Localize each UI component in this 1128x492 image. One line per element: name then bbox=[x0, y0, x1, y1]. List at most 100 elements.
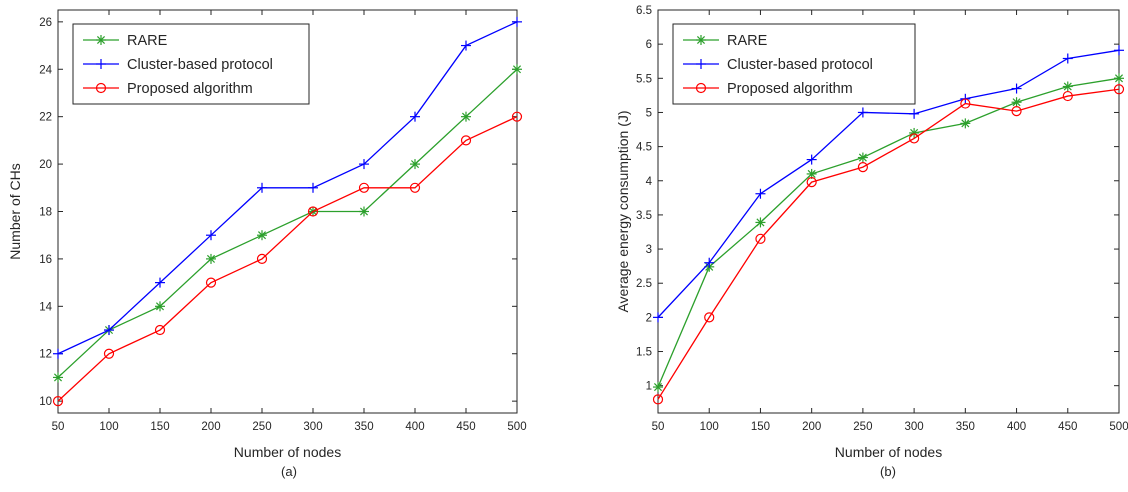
data-point-d2 bbox=[359, 207, 369, 216]
data-point-d2 bbox=[858, 153, 867, 162]
data-point bbox=[104, 325, 114, 336]
x-tick-label: 450 bbox=[456, 421, 475, 433]
panel-caption: (b) bbox=[880, 464, 896, 479]
data-point bbox=[755, 217, 766, 228]
legend-marker bbox=[95, 82, 107, 94]
data-point-d2 bbox=[807, 169, 816, 178]
legend-label: Proposed algorithm bbox=[127, 81, 253, 97]
x-tick-label: 150 bbox=[751, 421, 770, 433]
data-point bbox=[704, 312, 715, 323]
data-point-shape bbox=[409, 182, 421, 193]
legend-entry: Proposed algorithm bbox=[683, 81, 853, 97]
data-point-d2 bbox=[961, 119, 970, 128]
legend-entry: Cluster-based protocol bbox=[683, 57, 873, 73]
data-point-d2 bbox=[53, 373, 63, 382]
legend-label: Cluster-based protocol bbox=[127, 57, 273, 73]
data-point-shape bbox=[1062, 90, 1073, 102]
x-tick-label: 300 bbox=[303, 421, 322, 433]
data-point bbox=[206, 230, 216, 241]
data-point-shape bbox=[857, 162, 868, 173]
y-tick-label: 20 bbox=[39, 159, 52, 171]
data-point-shape bbox=[358, 182, 370, 193]
data-point bbox=[909, 108, 920, 119]
data-point bbox=[960, 98, 971, 109]
data-point-shape bbox=[1113, 84, 1125, 95]
panel-caption: (a) bbox=[281, 464, 297, 479]
data-point bbox=[704, 257, 715, 268]
y-tick-label: 18 bbox=[39, 207, 52, 219]
y-tick-label: 16 bbox=[39, 254, 52, 266]
data-point-shape bbox=[704, 312, 715, 323]
x-tick-label: 500 bbox=[507, 421, 526, 433]
x-tick-label: 150 bbox=[150, 421, 169, 433]
data-point bbox=[755, 233, 766, 244]
legend-marker bbox=[696, 35, 706, 45]
series-line bbox=[57, 68, 518, 378]
y-tick-label: 4.5 bbox=[636, 142, 652, 154]
data-point bbox=[512, 64, 522, 75]
data-point-d2 bbox=[756, 218, 765, 227]
data-point-d2 bbox=[1114, 74, 1124, 83]
y-tick-label: 6.5 bbox=[636, 5, 652, 17]
data-point bbox=[307, 206, 319, 217]
y-axis-label: Average energy consumption (J) bbox=[615, 110, 631, 312]
data-point-shape bbox=[103, 348, 115, 359]
legend-label: RARE bbox=[727, 33, 768, 49]
data-point bbox=[1062, 81, 1073, 92]
y-tick-label: 5.5 bbox=[636, 73, 652, 85]
y-tick-label: 22 bbox=[39, 112, 52, 124]
legend: RARE Cluster-based protocol Proposed algor… bbox=[72, 23, 310, 105]
series-rare bbox=[653, 73, 1124, 393]
data-point bbox=[460, 135, 472, 146]
data-point bbox=[359, 159, 369, 170]
data-point bbox=[652, 394, 664, 405]
data-point bbox=[857, 107, 868, 118]
series-rare bbox=[53, 64, 522, 383]
x-tick-label: 100 bbox=[99, 421, 118, 433]
data-point bbox=[512, 16, 522, 27]
y-tick-label: 5 bbox=[646, 107, 652, 119]
x-tick-label: 50 bbox=[52, 421, 65, 433]
data-point-shape bbox=[1011, 105, 1022, 117]
data-point-shape bbox=[154, 324, 166, 336]
data-point bbox=[960, 118, 971, 129]
y-tick-label: 14 bbox=[39, 301, 52, 313]
legend-marker bbox=[96, 59, 106, 69]
x-axis-label: Number of nodes bbox=[234, 444, 341, 460]
data-point bbox=[857, 152, 868, 163]
data-point-d2 bbox=[1012, 98, 1021, 107]
x-tick-label: 50 bbox=[652, 421, 665, 433]
y-tick-label: 6 bbox=[646, 39, 652, 51]
x-tick-label: 400 bbox=[405, 421, 424, 433]
data-point bbox=[359, 206, 369, 217]
data-point-d2 bbox=[155, 302, 165, 311]
data-point bbox=[358, 182, 370, 193]
data-point-d2 bbox=[1063, 82, 1072, 91]
data-point-shape bbox=[307, 206, 319, 217]
legend-entry: RARE bbox=[683, 33, 768, 49]
y-tick-label: 1 bbox=[646, 381, 652, 393]
x-tick-label: 300 bbox=[905, 421, 924, 433]
data-point bbox=[1011, 105, 1022, 117]
legend-label: RARE bbox=[127, 33, 168, 49]
data-point bbox=[155, 301, 165, 312]
y-tick-label: 3.5 bbox=[636, 210, 652, 222]
data-point bbox=[53, 348, 63, 359]
data-point-shape bbox=[806, 177, 817, 188]
legend-label: Cluster-based protocol bbox=[727, 57, 873, 73]
data-point bbox=[410, 159, 420, 170]
data-point bbox=[205, 277, 217, 288]
data-point bbox=[806, 177, 817, 188]
data-point bbox=[857, 162, 868, 173]
legend-label: Proposed algorithm bbox=[727, 81, 853, 97]
data-point bbox=[52, 396, 64, 407]
data-point bbox=[909, 127, 920, 138]
data-point-shape bbox=[960, 98, 971, 109]
legend-entry: Proposed algorithm bbox=[83, 81, 253, 97]
y-tick-label: 2 bbox=[646, 312, 652, 324]
data-point bbox=[256, 253, 268, 265]
legend-marker bbox=[696, 59, 706, 69]
data-point bbox=[653, 382, 663, 393]
legend-marker bbox=[695, 82, 707, 94]
